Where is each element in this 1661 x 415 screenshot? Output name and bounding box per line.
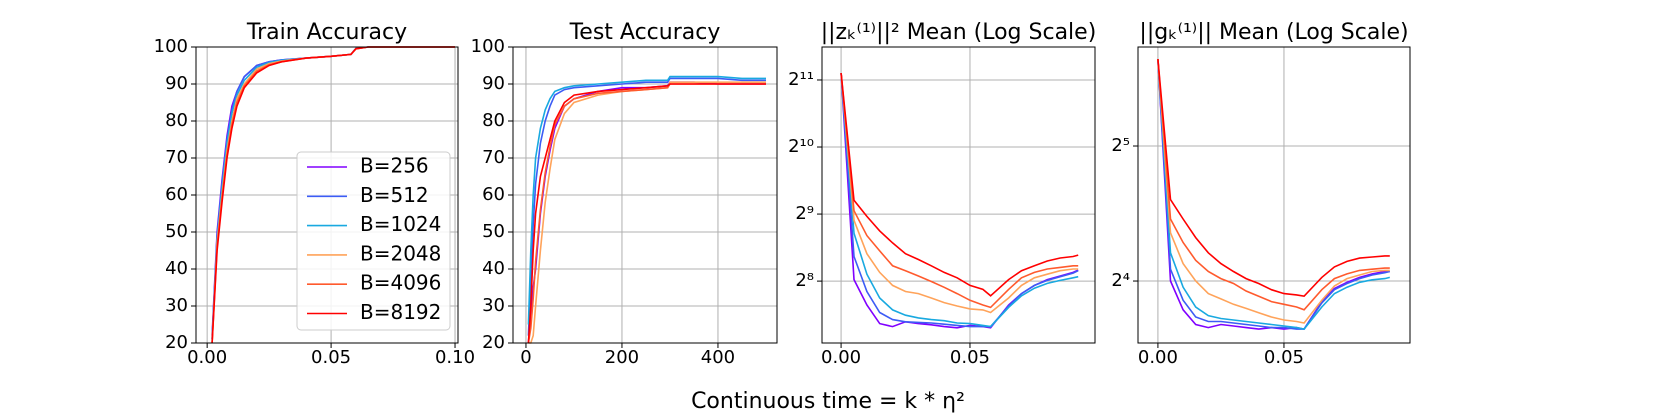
y-tick-label: 20 bbox=[482, 332, 505, 353]
y-tick-label: 70 bbox=[482, 147, 505, 168]
legend-label: B=256 bbox=[360, 154, 429, 178]
plot-frame bbox=[512, 46, 778, 344]
y-tick-label: 80 bbox=[482, 110, 505, 131]
series-line bbox=[1157, 59, 1390, 324]
y-tick-label: 60 bbox=[482, 184, 505, 205]
series-line bbox=[527, 77, 766, 336]
y-tick-label: 60 bbox=[165, 184, 188, 205]
y-tick-label: 40 bbox=[482, 258, 505, 279]
y-tick-label: 2⁴ bbox=[1111, 270, 1130, 291]
y-tick-label: 100 bbox=[154, 36, 188, 57]
legend-label: B=4096 bbox=[360, 271, 441, 295]
plot-frame bbox=[1137, 46, 1411, 344]
plot-frame bbox=[821, 46, 1096, 344]
y-tick-label: 70 bbox=[165, 147, 188, 168]
series-line bbox=[527, 75, 766, 325]
legend-label: B=8192 bbox=[360, 300, 441, 324]
y-tick-label: 100 bbox=[471, 36, 505, 57]
series-line bbox=[1157, 59, 1390, 298]
series-line bbox=[1157, 59, 1390, 330]
panel-title: Test Accuracy bbox=[569, 20, 721, 45]
y-tick-label: 2⁹ bbox=[795, 203, 814, 224]
y-tick-label: 30 bbox=[482, 295, 505, 316]
legend-label: B=512 bbox=[360, 183, 429, 207]
y-tick-label: 40 bbox=[165, 258, 188, 279]
x-tick-label: 0.00 bbox=[1138, 347, 1178, 368]
series-line bbox=[1157, 59, 1390, 330]
y-tick-label: 20 bbox=[165, 332, 188, 353]
series-line bbox=[840, 73, 1079, 328]
y-tick-label: 50 bbox=[165, 221, 188, 242]
series-line bbox=[528, 81, 766, 344]
y-tick-label: 80 bbox=[165, 110, 188, 131]
series-line bbox=[840, 73, 1079, 297]
panel-title: Train Accuracy bbox=[246, 20, 407, 45]
y-tick-label: 90 bbox=[165, 73, 188, 94]
x-tick-label: 0 bbox=[520, 347, 531, 368]
x-tick-label: 0.05 bbox=[1264, 347, 1304, 368]
y-tick-label: 2¹¹ bbox=[788, 69, 814, 90]
x-tick-label: 0.05 bbox=[311, 347, 351, 368]
y-tick-label: 2⁸ bbox=[795, 270, 814, 291]
y-tick-label: 90 bbox=[482, 73, 505, 94]
panel-title: ||zₖ⁽¹⁾||² Mean (Log Scale) bbox=[821, 20, 1097, 45]
y-tick-label: 2¹⁰ bbox=[788, 136, 814, 157]
plot-frame bbox=[195, 46, 459, 344]
series-line bbox=[1157, 59, 1390, 311]
series-line bbox=[1157, 59, 1390, 330]
series-line bbox=[840, 73, 1079, 329]
legend-label: B=1024 bbox=[360, 212, 441, 236]
panel-title: ||gₖ⁽¹⁾|| Mean (Log Scale) bbox=[1139, 20, 1408, 45]
series-line bbox=[840, 73, 1079, 314]
x-tick-label: 400 bbox=[701, 347, 735, 368]
x-tick-label: 0.00 bbox=[187, 347, 227, 368]
series-line bbox=[840, 73, 1079, 309]
legend-label: B=2048 bbox=[360, 241, 441, 265]
series-line bbox=[527, 83, 766, 344]
y-tick-label: 2⁵ bbox=[1111, 135, 1130, 156]
series-line bbox=[527, 83, 766, 344]
x-tick-label: 0.00 bbox=[821, 347, 861, 368]
y-tick-label: 50 bbox=[482, 221, 505, 242]
x-tick-label: 0.05 bbox=[950, 347, 990, 368]
x-axis-label: Continuous time = k * η² bbox=[691, 389, 965, 414]
series-line bbox=[840, 73, 1079, 328]
y-tick-label: 30 bbox=[165, 295, 188, 316]
x-tick-label: 0.10 bbox=[435, 347, 475, 368]
x-tick-label: 200 bbox=[605, 347, 639, 368]
